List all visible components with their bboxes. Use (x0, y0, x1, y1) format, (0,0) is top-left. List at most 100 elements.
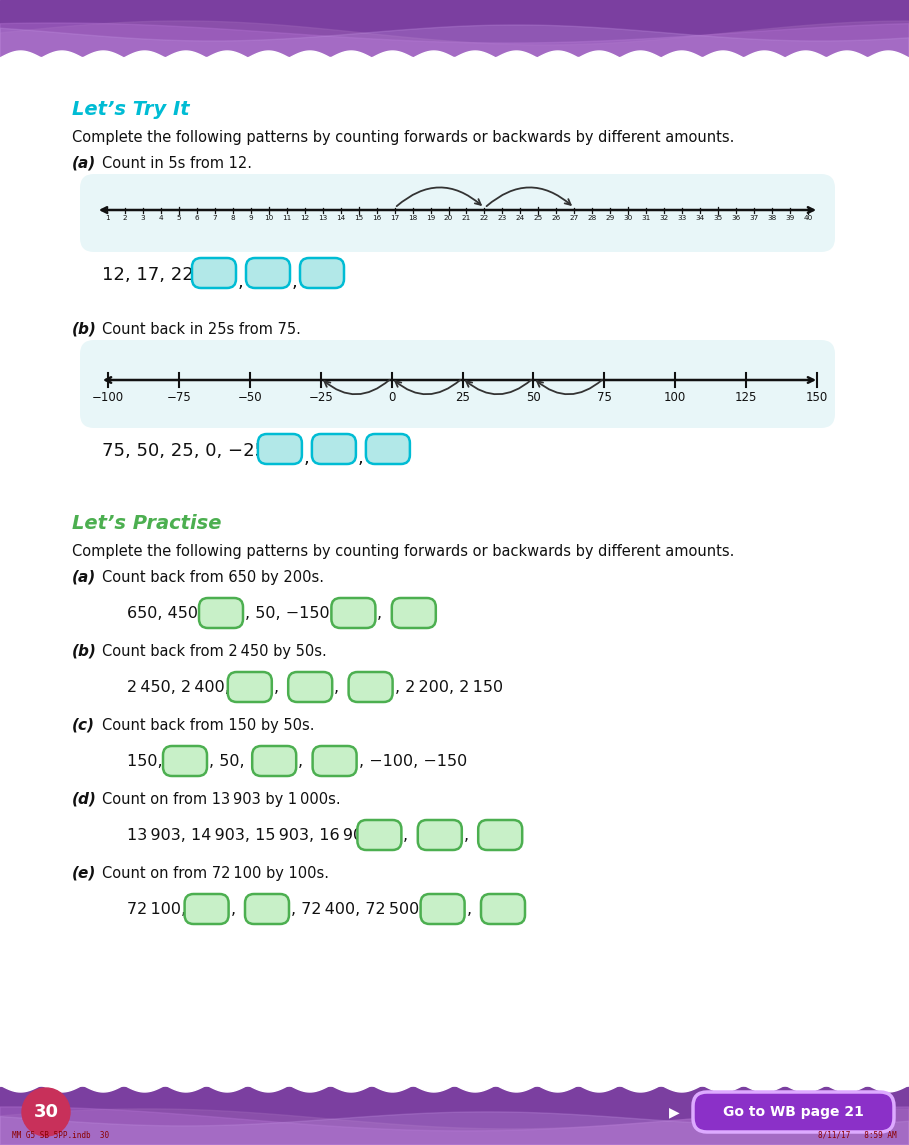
FancyBboxPatch shape (228, 672, 272, 702)
Text: 3: 3 (141, 214, 145, 221)
Text: −75: −75 (166, 390, 191, 404)
Text: (b): (b) (72, 322, 97, 337)
Text: 2: 2 (123, 214, 127, 221)
Text: Complete the following patterns by counting forwards or backwards by different a: Complete the following patterns by count… (72, 544, 734, 559)
Text: Complete the following patterns by counting forwards or backwards by different a: Complete the following patterns by count… (72, 131, 734, 145)
FancyBboxPatch shape (332, 598, 375, 627)
FancyBboxPatch shape (252, 747, 296, 776)
Text: ,: , (377, 606, 387, 621)
Text: −25: −25 (308, 390, 333, 404)
Text: 38: 38 (767, 214, 776, 221)
Text: 75, 50, 25, 0, −25,: 75, 50, 25, 0, −25, (102, 442, 272, 460)
FancyBboxPatch shape (421, 894, 464, 924)
Text: 28: 28 (588, 214, 597, 221)
Text: 8: 8 (231, 214, 235, 221)
Text: 125: 125 (734, 390, 757, 404)
Text: 11: 11 (282, 214, 292, 221)
Circle shape (22, 1088, 70, 1136)
Text: 150,: 150, (127, 753, 168, 768)
FancyBboxPatch shape (288, 672, 332, 702)
FancyBboxPatch shape (418, 820, 462, 850)
Text: 25: 25 (534, 215, 543, 221)
Text: Count back from 650 by 200s.: Count back from 650 by 200s. (102, 570, 324, 585)
Text: 39: 39 (785, 214, 794, 221)
Text: 72 100,: 72 100, (127, 901, 191, 916)
Text: 14: 14 (336, 214, 345, 221)
Text: 1: 1 (105, 214, 109, 221)
FancyBboxPatch shape (481, 894, 525, 924)
Text: Count back from 2 450 by 50s.: Count back from 2 450 by 50s. (102, 643, 326, 660)
Text: Let’s Practise: Let’s Practise (72, 514, 222, 534)
FancyBboxPatch shape (245, 894, 289, 924)
Text: 36: 36 (732, 214, 741, 221)
Text: 31: 31 (642, 214, 651, 221)
Text: 100: 100 (664, 390, 686, 404)
Text: 75: 75 (597, 390, 612, 404)
Text: ,: , (238, 273, 244, 291)
Text: MM G5 SB 5PP.indb  30: MM G5 SB 5PP.indb 30 (12, 1131, 109, 1140)
Text: ▶: ▶ (669, 1105, 679, 1119)
Text: ,: , (464, 828, 474, 843)
Text: , 72 400, 72 500,: , 72 400, 72 500, (291, 901, 429, 916)
Text: (d): (d) (72, 792, 97, 807)
Text: Go to WB page 21: Go to WB page 21 (723, 1105, 864, 1119)
Text: Let’s Try It: Let’s Try It (72, 100, 190, 119)
Text: ,: , (231, 901, 241, 916)
Text: ,: , (292, 273, 298, 291)
Text: (c): (c) (72, 718, 95, 733)
Text: 27: 27 (570, 214, 579, 221)
Text: 34: 34 (695, 214, 704, 221)
Text: ,: , (304, 449, 310, 467)
Text: 26: 26 (552, 214, 561, 221)
FancyBboxPatch shape (199, 598, 243, 627)
Text: (a): (a) (72, 156, 96, 171)
Text: 19: 19 (426, 214, 435, 221)
Text: (a): (a) (72, 570, 96, 585)
Text: 13 903, 14 903, 15 903, 16 903,: 13 903, 14 903, 15 903, 16 903, (127, 828, 384, 843)
FancyBboxPatch shape (478, 820, 522, 850)
Text: 5: 5 (176, 215, 181, 221)
FancyBboxPatch shape (348, 672, 393, 702)
Text: 9: 9 (248, 214, 253, 221)
Text: 17: 17 (390, 214, 399, 221)
Bar (0, 1087, 909, 1145)
Text: , −100, −150: , −100, −150 (358, 753, 467, 768)
Text: 12, 17, 22,: 12, 17, 22, (102, 266, 199, 284)
FancyBboxPatch shape (366, 434, 410, 464)
Text: 8/11/17   8:59 AM: 8/11/17 8:59 AM (818, 1131, 897, 1140)
Text: ,: , (298, 753, 308, 768)
Text: 22: 22 (480, 214, 489, 221)
FancyBboxPatch shape (392, 598, 435, 627)
Text: 4: 4 (158, 214, 164, 221)
FancyBboxPatch shape (312, 434, 356, 464)
Text: 25: 25 (455, 390, 470, 404)
Text: 50: 50 (526, 390, 541, 404)
Text: 30: 30 (34, 1103, 58, 1121)
Text: 12: 12 (300, 214, 309, 221)
Text: −100: −100 (92, 390, 124, 404)
Text: ,: , (358, 449, 364, 467)
Text: Count back from 150 by 50s.: Count back from 150 by 50s. (102, 718, 315, 733)
FancyBboxPatch shape (258, 434, 302, 464)
Text: Count in 5s from 12.: Count in 5s from 12. (102, 156, 252, 171)
Text: 21: 21 (462, 214, 471, 221)
Text: 18: 18 (408, 214, 417, 221)
Text: 16: 16 (372, 214, 381, 221)
FancyBboxPatch shape (693, 1092, 894, 1132)
Text: , 50,: , 50, (209, 753, 250, 768)
Text: , 50, −150,: , 50, −150, (245, 606, 340, 621)
FancyBboxPatch shape (80, 340, 835, 428)
Text: 7: 7 (213, 214, 217, 221)
Text: (b): (b) (72, 643, 97, 660)
FancyBboxPatch shape (163, 747, 207, 776)
Text: (e): (e) (72, 866, 96, 881)
FancyBboxPatch shape (313, 747, 356, 776)
FancyBboxPatch shape (246, 258, 290, 289)
FancyBboxPatch shape (192, 258, 236, 289)
Bar (0, 0, 909, 60)
FancyBboxPatch shape (357, 820, 402, 850)
Polygon shape (23, 1092, 69, 1136)
Text: 15: 15 (354, 215, 364, 221)
Text: 23: 23 (498, 214, 507, 221)
Text: 35: 35 (714, 215, 723, 221)
